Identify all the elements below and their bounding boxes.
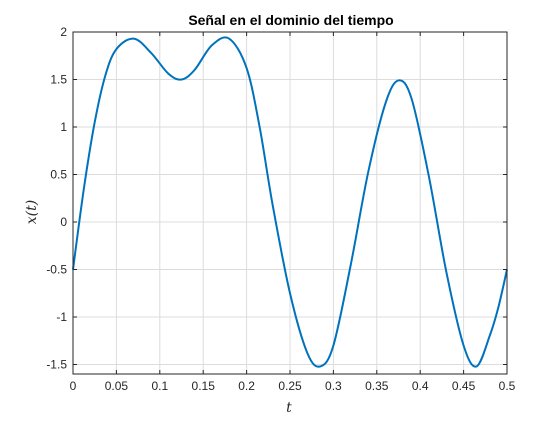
x-tick-label: 0.5	[499, 379, 516, 393]
x-tick-label: 0.35	[365, 379, 389, 393]
y-tick-label: 0.5	[50, 168, 67, 182]
x-tick-label: 0.3	[325, 379, 342, 393]
grid	[72, 31, 508, 374]
x-tick-label: 0.1	[151, 379, 168, 393]
x-tick-label: 0	[70, 379, 77, 393]
y-tick-label: 1.5	[50, 73, 67, 87]
plot-area	[72, 36, 508, 368]
x-tick-label: 0.4	[412, 379, 429, 393]
x-tick-label: 0.2	[238, 379, 255, 393]
x-tick-label: 0.05	[105, 379, 129, 393]
chart-title: Señal en el dominio del tiempo	[188, 12, 393, 28]
x-tick-label: 0.45	[452, 379, 476, 393]
x-axis-label: t	[286, 400, 292, 416]
y-tick-label: -1	[56, 310, 67, 324]
y-tick-label: 1	[60, 120, 67, 134]
x-tick-label: 0.15	[192, 379, 216, 393]
y-axis-label: x(t)	[24, 200, 40, 224]
ticks: 0 0.05 0.1 0.15 0.2 0.25 0.3 0.35 0.4 0.45 0.5 -1.5…	[46, 25, 515, 393]
y-tick-label: 2	[60, 25, 67, 39]
y-tick-label: -1.5	[46, 358, 67, 372]
x-tick-label: 0.25	[278, 379, 302, 393]
signal-line	[72, 36, 508, 368]
y-tick-label: -0.5	[46, 263, 67, 277]
y-tick-label: 0	[60, 215, 67, 229]
